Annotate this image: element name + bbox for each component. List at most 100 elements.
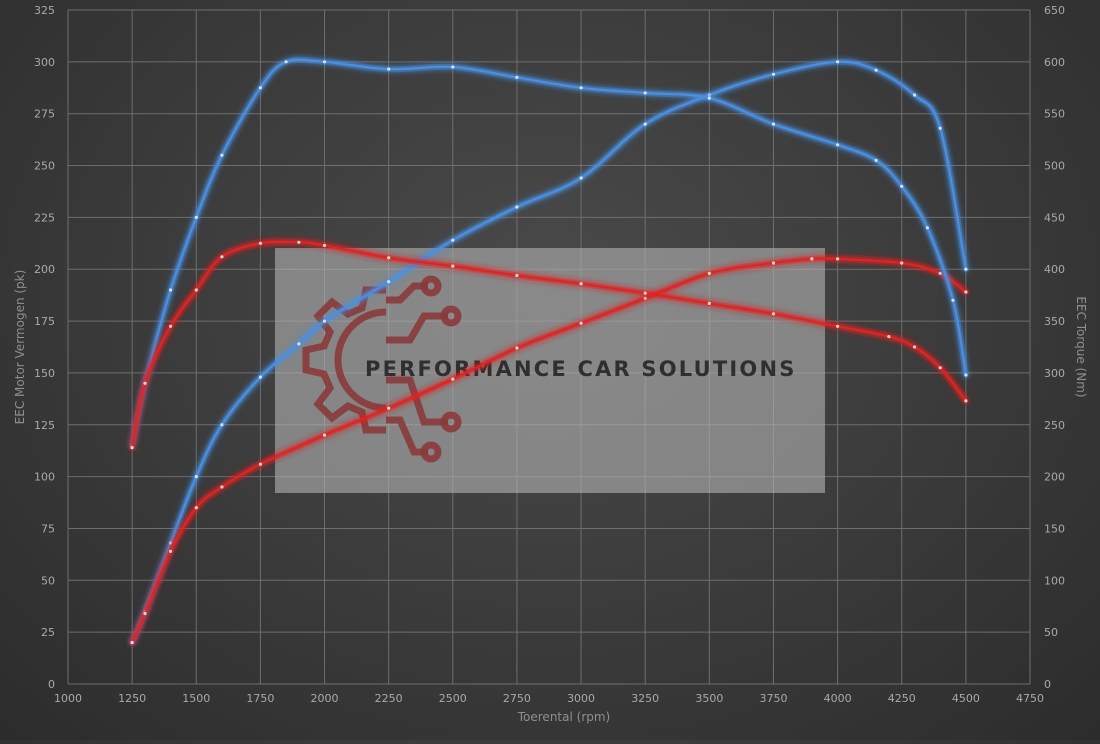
watermark: PERFORMANCE CAR SOLUTIONS [275,248,825,493]
data-point [194,506,198,510]
data-point [964,373,968,377]
y-left-tick-label: 150 [34,367,55,380]
data-point [194,475,198,479]
x-tick-label: 2750 [503,692,531,705]
x-tick-label: 3750 [759,692,787,705]
data-point [707,271,711,275]
series-line [131,240,967,449]
data-point [579,321,583,325]
data-point [925,226,930,230]
data-point [913,345,917,349]
x-axis-title: Toerental (rpm) [517,710,610,724]
data-point [387,67,391,71]
data-point [258,375,262,379]
series-layer [129,56,969,646]
data-point [297,240,301,244]
data-point [874,68,878,72]
y-right-tick-label: 300 [1044,367,1065,380]
data-point [643,291,647,295]
data-point [387,280,391,284]
data-point [707,96,711,100]
data-point [836,324,840,328]
x-tick-label: 1500 [182,692,210,705]
data-point [964,290,968,294]
x-tick-label: 4000 [824,692,852,705]
x-tick-label: 3250 [631,692,659,705]
y-left-tick-label: 75 [41,522,55,535]
axes: 1000 1250 1500 1750 2000 2250 2500 2750 3000 3250… [13,4,1088,724]
y-right-tick-label: 50 [1044,626,1058,639]
x-tick-label: 2250 [375,692,403,705]
data-point [143,381,147,385]
series-3 [129,238,969,451]
data-point [515,346,519,350]
data-point [220,423,224,427]
data-point [297,342,301,346]
data-point [451,65,455,69]
data-point [836,143,840,147]
y-right-axis-title: EEC Torque (Nm) [1074,296,1088,397]
data-point [451,377,455,381]
y-right-tick-label: 200 [1044,471,1065,484]
y-left-tick-label: 100 [34,471,55,484]
data-point [451,238,455,242]
data-point [220,485,224,489]
y-left-tick-label: 50 [41,574,55,587]
data-point [938,126,942,130]
x-tick-label: 4750 [1016,692,1044,705]
x-tick-label: 2500 [439,692,467,705]
data-point [220,153,224,157]
x-tick-label: 1750 [246,692,274,705]
data-point [938,271,942,275]
data-point [143,611,147,616]
x-tick-label: 4500 [952,692,980,705]
data-point [169,324,173,328]
data-point [836,257,840,261]
y-left-tick-label: 325 [34,4,55,17]
data-point [322,319,327,323]
data-point [643,91,647,95]
data-point [258,241,262,245]
y-right-tick-label: 350 [1044,315,1065,328]
data-point [322,60,327,64]
y-right-tick-label: 250 [1044,419,1065,432]
data-point [194,215,198,219]
data-point [707,301,711,305]
data-point [130,446,134,450]
data-point [938,366,942,370]
data-point [387,256,391,260]
data-point [579,86,583,90]
data-point [951,298,955,302]
watermark-gear-logo [302,275,462,463]
y-left-tick-label: 250 [34,160,55,173]
data-point [194,288,198,292]
y-left-tick-label: 0 [48,678,55,691]
data-point [258,86,262,90]
series-2 [129,56,969,449]
data-point [771,72,776,76]
y-right-tick-label: 100 [1044,574,1065,587]
data-point [130,640,134,645]
data-point [258,462,262,466]
x-tick-label: 1000 [54,692,82,705]
y-left-tick-label: 300 [34,56,55,69]
data-point [220,255,224,259]
y-left-tick-label: 25 [41,626,55,639]
data-point [643,296,647,300]
data-point [771,261,776,265]
data-point [836,60,840,64]
data-point [887,335,891,339]
data-point [771,312,776,316]
y-right-tick-label: 500 [1044,160,1065,173]
y-left-tick-label: 275 [34,108,55,121]
y-left-tick-label: 225 [34,211,55,224]
data-point [913,93,917,97]
data-point [771,122,776,126]
data-point [515,273,519,278]
y-right-tick-label: 650 [1044,4,1065,17]
data-point [900,261,904,265]
data-point [964,399,968,403]
data-point [515,75,519,79]
data-point [169,549,173,553]
data-point [964,267,968,271]
